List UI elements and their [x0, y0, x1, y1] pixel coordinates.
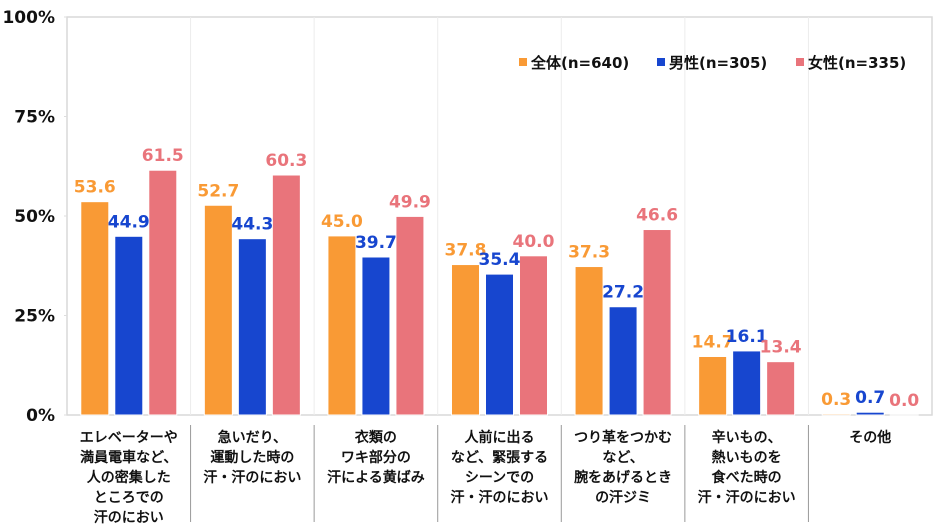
- category-label: 衣類の ワキ部分の 汗による黄ばみ: [314, 428, 438, 488]
- bar: [149, 170, 177, 415]
- bar: [520, 256, 548, 415]
- y-tick-label: 100%: [2, 8, 55, 28]
- bar: [115, 236, 143, 415]
- legend: 全体(n=640) 男性(n=305) 女性(n=335): [519, 54, 906, 72]
- y-tick-label: 75%: [14, 108, 55, 128]
- bars: [81, 170, 918, 415]
- bar: [767, 362, 795, 415]
- data-label: 53.6: [74, 178, 116, 198]
- bar: [699, 356, 727, 415]
- bar: [328, 236, 356, 415]
- category-label: 急いだり、 運動した時の 汗・汗のにおい: [191, 428, 315, 488]
- legend-label: 女性(n=335): [808, 54, 906, 72]
- data-label: 44.3: [231, 215, 273, 235]
- bar: [822, 414, 850, 415]
- data-label: 45.0: [321, 212, 363, 232]
- bar: [204, 205, 232, 415]
- data-label: 27.2: [602, 283, 644, 303]
- bar: [362, 257, 390, 415]
- data-label: 40.0: [513, 232, 555, 252]
- bar: [733, 351, 761, 415]
- legend-swatch: [519, 58, 527, 66]
- bar: [452, 265, 480, 415]
- bar: [486, 274, 514, 415]
- bar: [575, 267, 603, 415]
- data-label: 0.7: [855, 388, 885, 408]
- data-label: 0.0: [889, 391, 919, 411]
- data-label: 60.3: [265, 151, 307, 171]
- category-label: つり革をつかむ など、 腕をあげるとき の汗ジミ: [561, 428, 685, 508]
- y-axis: 0% 25% 50% 75% 100%: [2, 8, 67, 426]
- data-label: 13.4: [760, 338, 802, 358]
- legend-swatch: [657, 58, 665, 66]
- bar: [272, 175, 300, 415]
- category-label: その他: [808, 428, 932, 448]
- legend-label: 男性(n=305): [669, 54, 767, 72]
- category-label: 人前に出る など、緊張する シーンでの 汗・汗のにおい: [438, 428, 562, 508]
- data-label: 52.7: [197, 181, 239, 201]
- legend-label: 全体(n=640): [530, 54, 629, 72]
- y-tick-label: 0%: [26, 406, 55, 426]
- data-label: 35.4: [479, 250, 521, 270]
- bar: [238, 239, 266, 415]
- category-label: エレベーターや 満員電車など、 人の密集した ところでの 汗のにおい: [67, 428, 191, 528]
- y-tick-label: 25%: [14, 307, 55, 327]
- category-label: 辛いもの、 熱いものを 食べた時の 汗・汗のにおい: [685, 428, 809, 508]
- bar: [856, 412, 884, 415]
- bar: [81, 202, 109, 415]
- data-label: 39.7: [355, 233, 397, 253]
- data-label: 49.9: [389, 192, 431, 212]
- bar: [609, 307, 637, 415]
- bar: [396, 216, 424, 415]
- y-tick-label: 50%: [14, 207, 55, 227]
- bar: [643, 230, 671, 415]
- data-label: 46.6: [636, 206, 678, 226]
- data-label: 37.3: [568, 243, 610, 263]
- data-label: 44.9: [108, 212, 150, 232]
- data-label: 0.3: [821, 390, 851, 410]
- data-label: 61.5: [142, 146, 184, 166]
- legend-swatch: [796, 58, 804, 66]
